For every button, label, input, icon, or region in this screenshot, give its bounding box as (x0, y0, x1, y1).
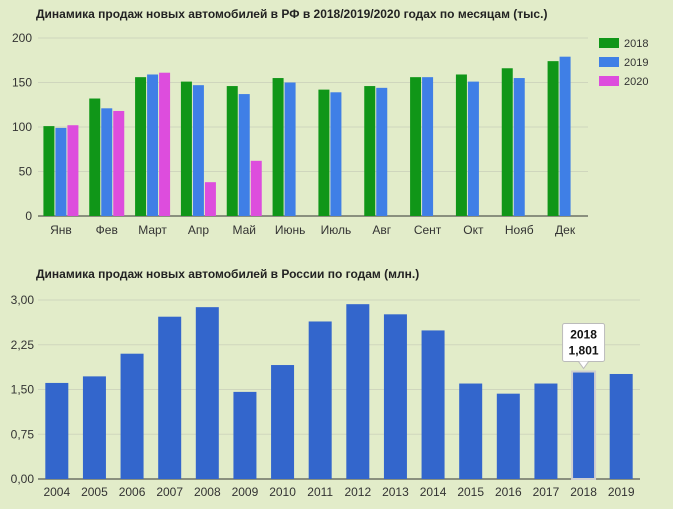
bar (459, 383, 483, 479)
legend-label: 2020 (624, 76, 648, 88)
x-tick-label: 2011 (307, 485, 333, 499)
x-tick-label: 2016 (495, 485, 522, 499)
monthly-sales-chart: Динамика продаж новых автомобилей в РФ в… (12, 7, 649, 237)
bar-2020 (159, 72, 171, 217)
bar-2019 (284, 82, 296, 216)
x-tick-label: Апр (188, 223, 210, 237)
x-tick-label: 2009 (232, 485, 259, 499)
y-tick-label: 50 (19, 165, 33, 179)
bar (120, 353, 144, 479)
tooltip-value: 1,801 (569, 344, 599, 358)
bar-2018 (364, 86, 376, 216)
x-tick-label: Сент (414, 223, 442, 237)
bar (271, 365, 295, 479)
tooltip-pointer (578, 361, 589, 370)
bar-2020 (204, 182, 216, 216)
x-tick-label: 2005 (81, 485, 108, 499)
bar-2020 (250, 160, 262, 216)
x-tick-label: Фев (96, 223, 118, 237)
x-tick-label: Авг (372, 223, 391, 237)
x-tick-label: 2012 (344, 485, 371, 499)
bar (383, 314, 407, 479)
y-tick-label: 0 (25, 209, 32, 223)
x-tick-label: Нояб (505, 223, 534, 237)
y-tick-label: 100 (12, 120, 32, 134)
bar-2018 (410, 77, 422, 216)
bar-2019 (147, 74, 159, 217)
bar-2019 (513, 78, 525, 216)
bar-2019 (422, 77, 434, 216)
bar (233, 391, 257, 479)
bar-2019 (101, 108, 113, 216)
tooltip-year: 2018 (570, 328, 597, 342)
y-tick-label: 2,25 (11, 338, 35, 352)
x-tick-label: Март (138, 223, 167, 237)
bar (496, 393, 520, 479)
y-tick-label: 150 (12, 76, 32, 90)
bar-2020 (113, 110, 125, 216)
x-tick-label: 2014 (420, 485, 447, 499)
bar (45, 382, 69, 479)
x-tick-label: Янв (50, 223, 72, 237)
y-tick-label: 0,75 (11, 427, 35, 441)
bar-2018 (318, 89, 330, 216)
bar-2020 (67, 125, 79, 216)
x-tick-label: Май (232, 223, 256, 237)
x-tick-label: 2007 (156, 485, 183, 499)
bar (346, 304, 370, 479)
x-tick-label: 2010 (269, 485, 296, 499)
x-tick-label: Окт (463, 223, 484, 237)
x-tick-label: 2008 (194, 485, 221, 499)
bar-2018 (455, 74, 467, 217)
y-tick-label: 200 (12, 31, 32, 45)
legend-label: 2019 (624, 57, 648, 69)
bar (609, 373, 633, 479)
bar-2019 (238, 94, 250, 216)
bar-2019 (55, 127, 67, 216)
bar (308, 321, 332, 479)
x-tick-label: Июль (321, 223, 352, 237)
bar-2018 (226, 86, 238, 216)
bar-2019 (192, 85, 204, 216)
x-tick-label: 2018 (570, 485, 597, 499)
bar-highlighted (571, 370, 597, 480)
bar-2019 (467, 81, 479, 216)
bar (158, 316, 182, 479)
x-tick-label: Июнь (275, 223, 306, 237)
x-tick-label: 2019 (608, 485, 635, 499)
x-tick-label: 2013 (382, 485, 409, 499)
yearly-sales-chart: Динамика продаж новых автомобилей в Росс… (11, 267, 640, 499)
bar-2019 (376, 87, 388, 216)
bar (421, 330, 445, 479)
bar-2018 (547, 61, 559, 216)
chart-title: Динамика продаж новых автомобилей в Росс… (36, 267, 419, 281)
bar-2018 (89, 98, 101, 216)
bar-2018 (272, 78, 284, 216)
bar (82, 376, 106, 479)
x-tick-label: 2017 (533, 485, 560, 499)
bar-2018 (180, 81, 192, 216)
x-tick-label: Дек (555, 223, 576, 237)
y-tick-label: 3,00 (11, 293, 35, 307)
legend-swatch (599, 38, 619, 48)
legend-swatch (599, 57, 619, 67)
bar-2019 (559, 56, 571, 216)
bar-2019 (330, 92, 342, 216)
x-tick-label: 2004 (43, 485, 70, 499)
bar (534, 383, 558, 479)
x-tick-label: 2015 (457, 485, 484, 499)
chart-title: Динамика продаж новых автомобилей в РФ в… (36, 7, 547, 21)
bar (195, 307, 219, 479)
legend-label: 2018 (624, 38, 648, 50)
bar-2018 (135, 77, 147, 216)
x-tick-label: 2006 (119, 485, 146, 499)
y-tick-label: 1,50 (11, 383, 35, 397)
bar-2018 (501, 68, 513, 216)
legend-swatch (599, 76, 619, 86)
bar-2018 (43, 126, 55, 216)
y-tick-label: 0,00 (11, 472, 35, 486)
